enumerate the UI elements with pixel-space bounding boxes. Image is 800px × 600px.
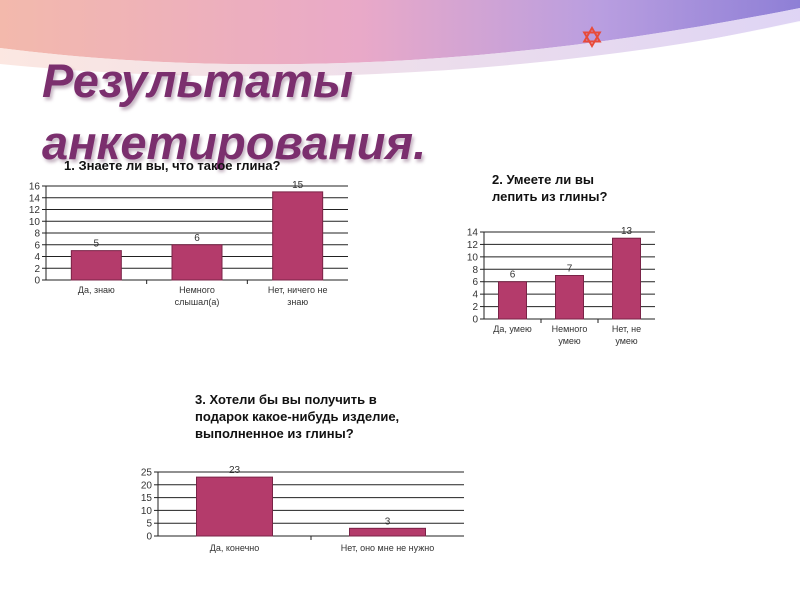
chart-3-title: 3. Хотели бы вы получить в подарок какое…: [195, 391, 399, 442]
chart-1-category-label: слышал(а): [175, 297, 220, 307]
chart-2-title: 2. Умеете ли вы лепить из глины?: [492, 171, 607, 205]
chart-1-data-label: 6: [194, 233, 200, 244]
chart-3-title-line-3: выполненное из глины?: [195, 426, 354, 441]
chart-2-y-tick-label: 6: [472, 277, 478, 288]
page-title: Результаты анкетирования.: [42, 50, 426, 174]
page-title-line-2: анкетирования.: [42, 116, 427, 169]
chart-1-title-line-1: 1. Знаете ли вы, что такое глина?: [64, 158, 281, 173]
chart-1-y-tick-label: 12: [29, 205, 41, 216]
chart-3-data-label: 23: [229, 465, 241, 476]
chart-1-y-tick-label: 16: [29, 182, 41, 193]
chart-3-y-tick-label: 20: [141, 480, 153, 491]
chart-1-y-tick-label: 14: [29, 193, 41, 204]
chart-2-title-line-1: 2. Умеете ли вы: [492, 172, 594, 187]
star-icon: [582, 26, 602, 48]
chart-1-category-label: Нет, ничего не: [268, 285, 328, 295]
chart-2-y-tick-label: 14: [467, 228, 479, 239]
chart-1-y-tick-label: 8: [34, 229, 40, 240]
chart-2-data-label: 7: [567, 264, 573, 275]
chart-2-category-label: умею: [615, 336, 638, 346]
chart-1-category-label: знаю: [287, 297, 308, 307]
chart-3-category-label: Да, конечно: [210, 543, 260, 553]
chart-2-y-tick-label: 10: [467, 252, 479, 263]
chart-2-bar: [612, 237, 641, 320]
chart-2-y-tick-label: 0: [472, 315, 478, 326]
chart-2-y-tick-label: 2: [472, 302, 478, 313]
chart-3-y-tick-label: 0: [146, 532, 152, 543]
chart-3-title-line-2: подарок какое-нибудь изделие,: [195, 409, 400, 424]
chart-2-category-label: Да, умею: [493, 324, 532, 334]
chart-1-y-tick-label: 4: [34, 252, 40, 263]
chart-1-y-tick-label: 2: [34, 264, 40, 275]
chart-2-bar: [498, 281, 527, 320]
chart-2-category-label: Нет, не: [612, 324, 641, 334]
chart-2-y-tick-label: 8: [472, 265, 478, 276]
chart-3-bar: [196, 476, 273, 537]
chart-1-bar: [70, 250, 122, 281]
chart-3-bar: [349, 527, 426, 537]
chart-1-y-tick-label: 0: [34, 276, 40, 287]
chart-2-category-label: умею: [558, 336, 581, 346]
chart-3-y-tick-label: 25: [141, 468, 153, 479]
chart-2-data-label: 6: [510, 270, 516, 281]
chart-3-category-label: Нет, оно мне не нужно: [341, 543, 435, 553]
chart-2-category-label: Немного: [552, 324, 588, 334]
chart-1-bar: [272, 191, 324, 281]
chart-2-data-label: 13: [621, 226, 633, 237]
chart-1-y-tick-label: 6: [34, 240, 40, 251]
chart-1-category-label: Немного: [179, 285, 215, 295]
page-title-line-1: Результаты: [42, 54, 354, 107]
chart-2-title-line-2: лепить из глины?: [492, 189, 608, 204]
chart-3-y-tick-label: 5: [146, 519, 152, 530]
chart-2-y-tick-label: 4: [472, 290, 478, 301]
chart-1-bar: [171, 244, 223, 281]
chart-1-data-label: 15: [292, 180, 304, 191]
header-wave-decoration: [0, 0, 800, 85]
chart-3-data-label: 3: [385, 516, 391, 527]
chart-1-category-label: Да, знаю: [78, 285, 115, 295]
chart-1-y-tick-label: 10: [29, 217, 41, 228]
chart-1-data-label: 5: [94, 239, 100, 250]
chart-3-title-line-1: 3. Хотели бы вы получить в: [195, 392, 377, 407]
chart-3-y-tick-label: 15: [141, 493, 153, 504]
chart-2-bar: [555, 275, 584, 320]
chart-2-y-tick-label: 12: [467, 240, 479, 251]
chart-1-title: 1. Знаете ли вы, что такое глина?: [64, 157, 281, 174]
chart-3-y-tick-label: 10: [141, 506, 153, 517]
